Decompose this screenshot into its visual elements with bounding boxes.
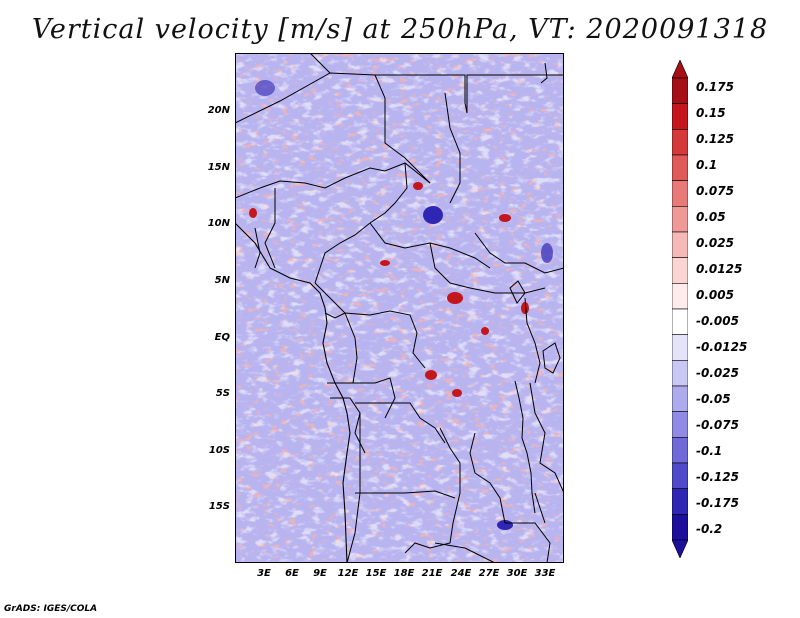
colorbar-label: -0.2 <box>696 522 723 536</box>
colorbar-label: -0.005 <box>696 314 739 328</box>
colorbar-label: -0.1 <box>696 444 723 458</box>
chart-title: Vertical velocity [m/s] at 250hPa, VT: 2… <box>31 14 769 45</box>
lon-label: 15E <box>365 568 387 579</box>
lat-label: 5S <box>215 388 230 399</box>
colorbar <box>672 60 688 558</box>
grads-credit: GrADS: IGES/COLA <box>4 604 98 614</box>
lon-label: 18E <box>393 568 415 579</box>
colorbar-cell <box>672 360 688 387</box>
colorbar-label: -0.05 <box>696 392 731 406</box>
colorbar-cell <box>672 154 688 181</box>
colorbar-label: -0.125 <box>696 470 739 484</box>
velocity-map <box>235 53 564 563</box>
colorbar-label: 0.15 <box>696 106 726 120</box>
colorbar-cell <box>672 308 688 335</box>
colorbar-cell <box>672 488 688 515</box>
updraft-cells <box>249 182 529 397</box>
colorbar-label: -0.175 <box>696 496 739 510</box>
colorbar-label: 0.025 <box>696 236 734 250</box>
colorbar-cell <box>672 283 688 310</box>
lon-label: 3E <box>257 568 271 579</box>
colorbar-cell <box>672 231 688 258</box>
lat-label: 10N <box>207 218 230 229</box>
lon-label: 27E <box>478 568 500 579</box>
colorbar-cell <box>672 411 688 438</box>
colorbar-cell <box>672 334 688 361</box>
lon-label: 6E <box>285 568 299 579</box>
colorbar-cell <box>672 514 688 541</box>
lat-label: 10S <box>208 445 230 456</box>
colorbar-label: -0.0125 <box>696 340 748 354</box>
country-borders <box>235 53 564 563</box>
lon-label: 24E <box>450 568 472 579</box>
lat-label: EQ <box>214 332 230 343</box>
lakes <box>509 62 561 524</box>
colorbar-label: 0.175 <box>696 80 734 94</box>
lat-label: 5N <box>214 275 230 286</box>
downdraft-cells <box>255 80 553 530</box>
coastline <box>235 222 351 563</box>
colorbar-cell <box>672 437 688 464</box>
colorbar-label: -0.025 <box>696 366 739 380</box>
colorbar-bottom-arrow <box>672 539 688 558</box>
lon-label: 30E <box>506 568 528 579</box>
lat-label: 20N <box>207 105 230 116</box>
colorbar-cell <box>672 385 688 412</box>
lon-label: 9E <box>313 568 327 579</box>
colorbar-label: 0.075 <box>696 184 734 198</box>
colorbar-cell <box>672 206 688 233</box>
colorbar-label: 0.005 <box>696 288 734 302</box>
colorbar-cell <box>672 77 688 104</box>
colorbar-label: 0.1 <box>696 158 718 172</box>
colorbar-top-arrow <box>672 60 688 79</box>
colorbar-cell <box>672 103 688 130</box>
colorbar-label: 0.05 <box>696 210 726 224</box>
colorbar-label: -0.075 <box>696 418 739 432</box>
colorbar-label: 0.0125 <box>696 262 743 276</box>
lat-label: 15N <box>207 162 230 173</box>
colorbar-cell <box>672 462 688 489</box>
colorbar-cell <box>672 129 688 156</box>
lon-label: 12E <box>337 568 359 579</box>
lon-label: 33E <box>534 568 556 579</box>
colorbar-cell <box>672 180 688 207</box>
lat-label: 15S <box>208 501 230 512</box>
lon-label: 21E <box>421 568 443 579</box>
colorbar-cell <box>672 257 688 284</box>
colorbar-label: 0.125 <box>696 132 734 146</box>
